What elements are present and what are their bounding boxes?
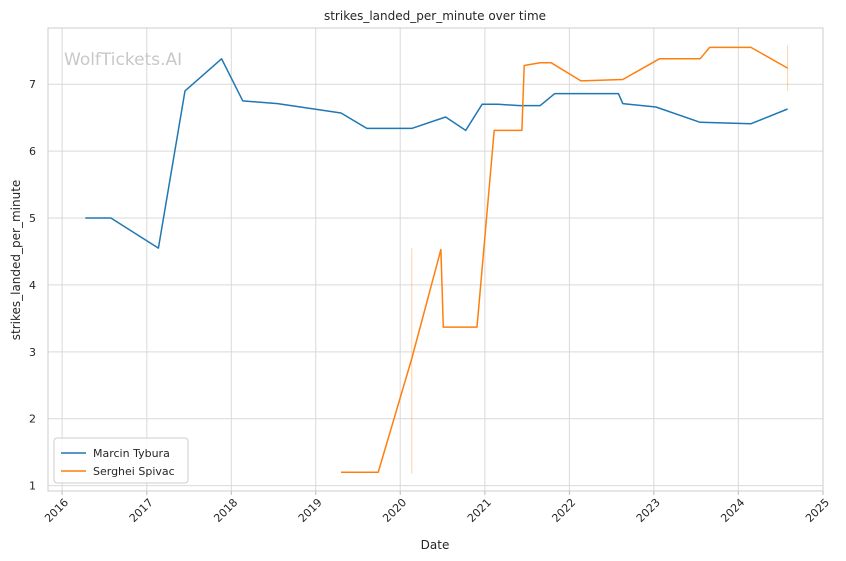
y-tick-label-5: 5 bbox=[29, 212, 36, 225]
x-tick-label-2019: 2019 bbox=[296, 496, 325, 525]
legend: Marcin Tybura Serghei Spivac bbox=[53, 437, 189, 484]
y-axis-ticks: 1 2 3 4 5 6 7 bbox=[29, 78, 36, 492]
series-lines bbox=[85, 46, 788, 474]
y-tick-label-3: 3 bbox=[29, 346, 36, 359]
x-tick-label-2023: 2023 bbox=[634, 496, 663, 525]
x-tick-label-2017: 2017 bbox=[127, 496, 156, 525]
legend-label-marcin-tybura: Marcin Tybura bbox=[93, 447, 170, 460]
y-tick-label-4: 4 bbox=[29, 279, 36, 292]
x-tick-label-2024: 2024 bbox=[718, 496, 747, 525]
watermark: WolfTickets.AI bbox=[64, 50, 182, 70]
y-tick-label-7: 7 bbox=[29, 78, 36, 91]
grid bbox=[48, 28, 824, 491]
x-tick-label-2018: 2018 bbox=[211, 496, 240, 525]
series-line-serghei-spivac bbox=[341, 46, 788, 474]
legend-box bbox=[53, 437, 189, 484]
series-line-marcin-tybura bbox=[85, 58, 788, 249]
y-tick-label-2: 2 bbox=[29, 413, 36, 426]
y-tick-label-1: 1 bbox=[29, 480, 36, 493]
y-axis-label: strikes_landed_per_minute bbox=[9, 180, 23, 341]
legend-label-serghei-spivac: Serghei Spivac bbox=[93, 465, 175, 478]
error-bars bbox=[411, 45, 789, 474]
x-tick-label-2020: 2020 bbox=[380, 496, 409, 525]
x-tick-label-2016: 2016 bbox=[42, 496, 71, 525]
x-axis-label: Date bbox=[421, 538, 450, 552]
x-tick-label-2025: 2025 bbox=[803, 496, 832, 525]
plot-area-frame bbox=[47, 27, 824, 492]
chart-title: strikes_landed_per_minute over time bbox=[324, 9, 546, 23]
x-tick-label-2021: 2021 bbox=[465, 496, 494, 525]
x-axis-ticks: 2016 2017 2018 2019 2020 2021 2022 2023 2024 2025 bbox=[42, 491, 832, 525]
y-tick-label-6: 6 bbox=[29, 145, 36, 158]
x-tick-label-2022: 2022 bbox=[549, 496, 578, 525]
